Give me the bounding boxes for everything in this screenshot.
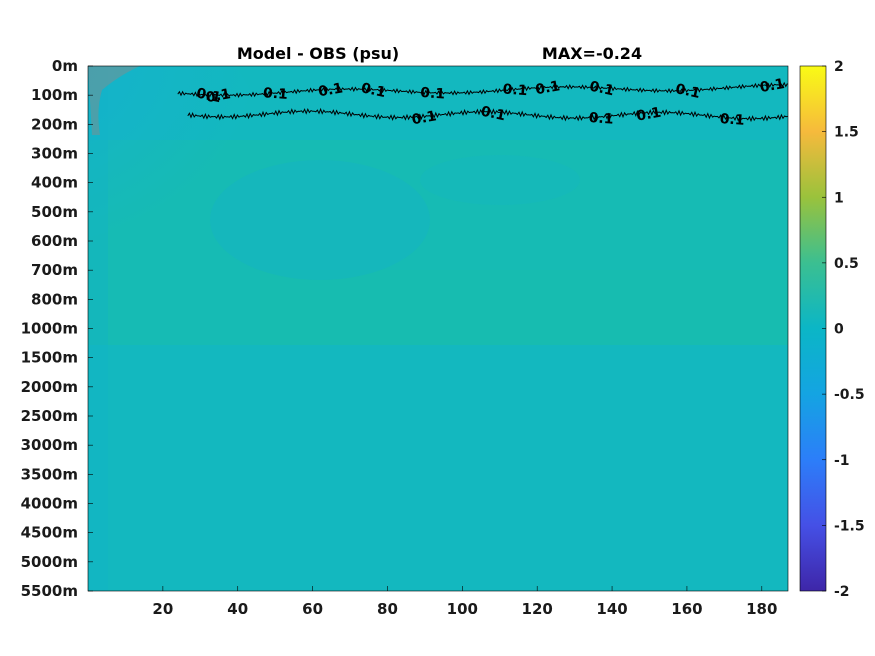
y-tick-label: 4000m: [21, 495, 78, 513]
y-tick-label: 400m: [31, 174, 78, 192]
x-tick-label: 40: [227, 600, 248, 618]
y-tick-label: 5500m: [21, 582, 78, 600]
contour-label: 0.1: [534, 78, 561, 98]
y-tick-label: 300m: [31, 145, 78, 163]
contour-label: 0.1: [360, 80, 388, 101]
contour-label: 0.1: [635, 105, 662, 125]
contour-label: 0.1: [195, 85, 223, 106]
y-tick-label: 1500m: [21, 349, 78, 367]
x-tick-label: 80: [377, 600, 398, 618]
contour-label: 0.1: [411, 108, 438, 128]
colorbar-tick-label: 0: [834, 322, 844, 338]
y-tick-label: 5000m: [21, 553, 78, 571]
y-tick-label: 0m: [52, 57, 78, 75]
surface-maximum-patch: [88, 66, 140, 135]
colorbar-tick-label: 2: [834, 59, 844, 75]
x-tick-label: 140: [596, 600, 627, 618]
contour-label: 0.1: [502, 82, 528, 100]
contour-line-upper: [177, 81, 788, 98]
y-tick-label: 500m: [31, 203, 78, 221]
colorbar-tick-label: 1: [834, 190, 844, 206]
colorbar-tick-label: -1.5: [834, 518, 865, 534]
cool-anomaly-upper-left: [88, 66, 260, 240]
contour-label: 0.1: [263, 85, 289, 103]
y-tick-label: 3000m: [21, 436, 78, 454]
colorbar-tick-label: -2: [834, 584, 850, 600]
left-edge-cool-strip: [88, 66, 108, 591]
cool-anomaly-deep-plume: [210, 160, 430, 280]
y-tick-label: 800m: [31, 290, 78, 308]
y-axis-ticks: 0m 100m 200m 300m 400m 500m 600m 700m 800m 1000m 1…: [21, 57, 93, 600]
contour-line-lower: [187, 107, 788, 123]
colorbar-tick-label: -1: [834, 453, 850, 469]
colorbar-tick-label: -0.5: [834, 387, 865, 403]
x-tick-label: 180: [746, 600, 777, 618]
colorbar-ticks: 2 1.5 1 0.5 0 -0.5 -1 -1.5 -2: [822, 59, 865, 600]
x-tick-label: 60: [302, 600, 323, 618]
y-tick-label: 600m: [31, 232, 78, 250]
contour-label: 0.1: [205, 86, 232, 106]
contour-label: 0.1: [420, 85, 446, 103]
colorbar-tick-label: 1.5: [834, 125, 859, 141]
colorbar-gradient: [799, 65, 827, 592]
y-tick-label: 200m: [31, 115, 78, 133]
contour-label: 0.1: [674, 81, 702, 102]
chart-title: Model - OBS (psu): [237, 44, 399, 63]
contour-label: 0.1: [719, 111, 745, 129]
contour-label: 0.1: [588, 110, 614, 128]
contour-label: 0.1: [588, 79, 616, 100]
contour-lines: 0.10.1 0.1 0.1 0.1 0.10.1 0.10.1 0.1 0.10.1 0.10…: [177, 76, 788, 129]
y-tick-label: 2500m: [21, 407, 78, 425]
colorbar: 2 1.5 1 0.5 0 -0.5 -1 -1.5 -2: [799, 59, 865, 600]
y-tick-label: 100m: [31, 86, 78, 104]
y-tick-label: 700m: [31, 261, 78, 279]
mid-transition-band: [260, 270, 788, 345]
contour-label: 0.1: [317, 80, 344, 100]
heatmap-area: 0.10.1 0.1 0.1 0.1 0.10.1 0.10.1 0.1 0.10.1 0.10…: [87, 65, 789, 592]
x-tick-label: 100: [447, 600, 478, 618]
y-tick-label: 1000m: [21, 320, 78, 338]
cool-anomaly-center: [420, 155, 580, 205]
x-axis-ticks: 20 40 60 80 100 120 140 160 180: [152, 586, 777, 618]
contour-label: 0.1: [759, 76, 786, 96]
y-tick-label: 4500m: [21, 524, 78, 542]
x-tick-label: 160: [671, 600, 702, 618]
colorbar-tick-label: 0.5: [834, 256, 859, 272]
y-tick-label: 2000m: [21, 378, 78, 396]
y-tick-label: 3500m: [21, 465, 78, 483]
chart-max-annotation: MAX=-0.24: [542, 44, 642, 63]
contour-label: 0.1: [479, 104, 507, 125]
x-tick-label: 120: [522, 600, 553, 618]
x-tick-label: 20: [152, 600, 173, 618]
